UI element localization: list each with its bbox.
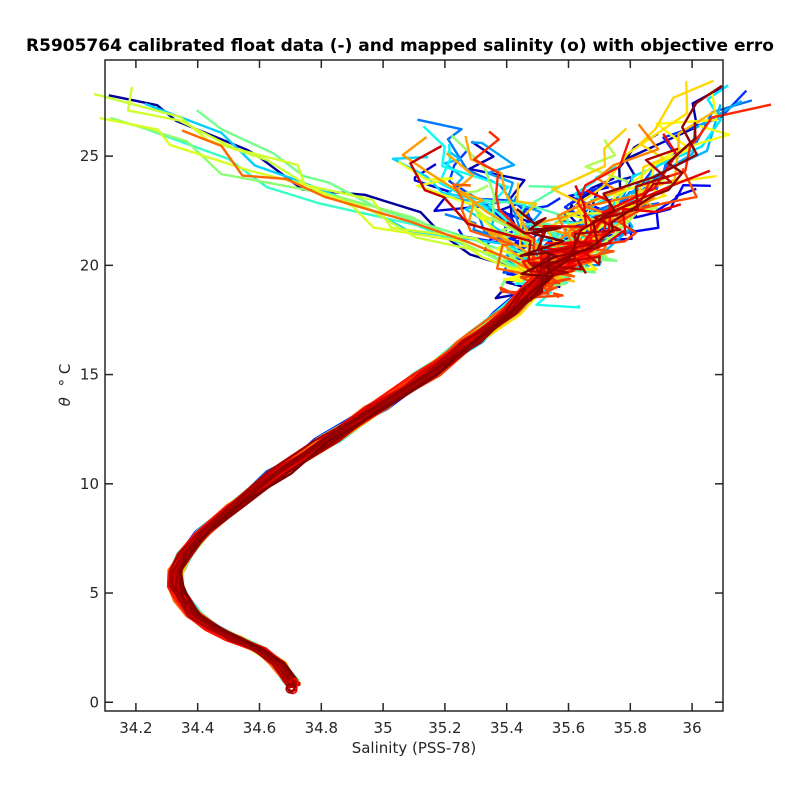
profile-lines	[93, 79, 772, 695]
y-axis-label-unit: ° C	[56, 364, 74, 387]
profile-line	[172, 203, 651, 687]
y-axis-label: θ ° C	[56, 364, 74, 407]
profile-line	[169, 224, 612, 686]
profile-line	[168, 167, 698, 688]
x-tick-label: 34.8	[305, 719, 338, 737]
profile-line	[172, 203, 559, 685]
y-tick-label: 0	[89, 693, 99, 711]
x-tick-label: 34.4	[181, 719, 214, 737]
profile-line	[168, 258, 587, 686]
profile-line	[179, 84, 723, 686]
x-ticks: 34.2 34.4 34.6 34.8 35 35.2 35.4 35.6 35.8 36	[119, 60, 702, 737]
profile-line	[180, 195, 546, 684]
profile-line	[167, 197, 561, 685]
profile-line	[169, 228, 546, 685]
y-axis-label-symbol: θ	[56, 397, 74, 406]
y-ticks: 0 5 10 15 20 25	[80, 147, 723, 711]
profile-line	[180, 260, 575, 686]
x-tick-label: 35.6	[552, 719, 585, 737]
profile-line	[176, 203, 682, 687]
profile-line	[172, 241, 612, 685]
y-tick-label: 25	[80, 147, 99, 165]
x-tick-label: 35	[374, 719, 393, 737]
profile-line	[173, 169, 711, 685]
x-tick-label: 34.2	[119, 719, 152, 737]
x-tick-label: 35.8	[614, 719, 647, 737]
mapped-salinity-marker	[286, 682, 296, 693]
profile-line	[173, 175, 717, 688]
profile-line	[170, 243, 608, 687]
profile-line	[171, 213, 547, 685]
profile-line	[175, 222, 627, 685]
x-axis-label: Salinity (PSS-78)	[352, 739, 477, 757]
profile-line	[179, 208, 565, 684]
profile-line	[174, 221, 551, 686]
profile-line	[93, 92, 540, 687]
axes-box	[104, 59, 724, 712]
profile-line	[174, 241, 592, 685]
profile-line	[169, 127, 628, 687]
y-tick-label: 10	[80, 475, 99, 493]
profile-line	[180, 258, 598, 685]
profile-line	[172, 242, 593, 687]
profile-line	[177, 202, 660, 687]
profile-line	[169, 214, 638, 686]
mapped-salinity-marker	[285, 678, 295, 689]
profile-line	[175, 244, 600, 687]
profile-line	[170, 254, 618, 686]
profile-line	[172, 184, 711, 684]
profile-line	[174, 230, 615, 685]
profile-line	[179, 273, 561, 686]
profile-line	[171, 203, 539, 687]
x-tick-label: 34.6	[243, 719, 276, 737]
profile-line	[178, 255, 576, 685]
profile-line	[176, 248, 607, 684]
chart-title: R5905764 calibrated float data (-) and m…	[26, 36, 774, 56]
y-tick-label: 20	[80, 256, 99, 274]
profile-line	[171, 199, 546, 685]
profile-line	[176, 231, 615, 685]
y-tick-label: 15	[80, 366, 99, 384]
profile-line	[168, 273, 581, 687]
profile-line	[175, 272, 567, 686]
profile-line	[167, 267, 561, 687]
y-tick-label: 5	[89, 584, 99, 602]
profile-line	[175, 173, 674, 687]
profile-line	[179, 245, 589, 685]
x-tick-label: 36	[683, 719, 702, 737]
profile-line	[173, 187, 697, 685]
profile-line	[178, 274, 561, 686]
profile-line	[177, 275, 572, 687]
x-tick-label: 35.4	[490, 719, 523, 737]
x-tick-label: 35.2	[428, 719, 461, 737]
